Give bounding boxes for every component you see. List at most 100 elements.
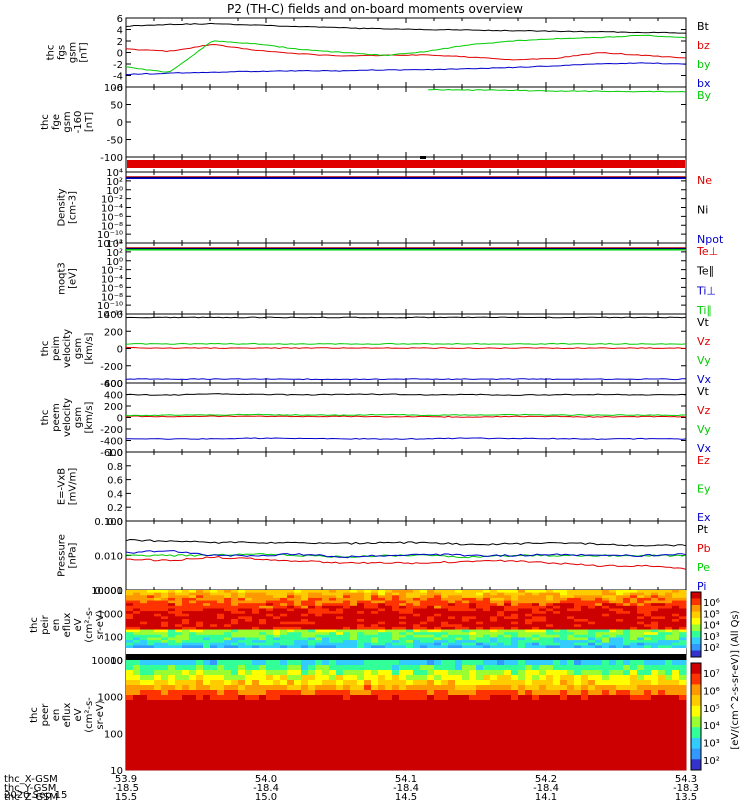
heatmap-cell (252, 685, 260, 691)
heatmap-cell (329, 597, 337, 601)
heatmap-cell (448, 621, 456, 625)
heatmap-cell (609, 600, 617, 604)
heatmap-cell (588, 675, 596, 681)
x-tick-label: 14.5 (395, 792, 417, 800)
heatmap-cell (385, 590, 393, 594)
heatmap-cell (679, 626, 687, 630)
heatmap-cell (420, 680, 428, 686)
heatmap-cell (175, 600, 183, 604)
heatmap-cell (581, 611, 589, 615)
heatmap-cell (392, 637, 400, 641)
heatmap-cell (336, 590, 344, 594)
heatmap-cell (245, 740, 253, 746)
heatmap-cell (133, 740, 141, 746)
heatmap-cell (238, 626, 246, 630)
heatmap-cell (280, 745, 288, 751)
heatmap-cell (140, 611, 148, 615)
heatmap-cell (448, 730, 456, 736)
heatmap-cell (532, 660, 540, 666)
heatmap-cell (434, 735, 442, 741)
heatmap-cell (658, 629, 666, 633)
heatmap-cell (637, 680, 645, 686)
heatmap-cell (210, 740, 218, 746)
heatmap-cell (665, 675, 673, 681)
heatmap-cell (525, 621, 533, 625)
heatmap-cell (168, 730, 176, 736)
heatmap-cell (644, 595, 652, 599)
heatmap-cell (504, 590, 512, 594)
heatmap-cell (504, 740, 512, 746)
heatmap-cell (637, 760, 645, 766)
heatmap-cell (329, 740, 337, 746)
heatmap-cell (364, 660, 372, 666)
series-line-bz (125, 43, 687, 61)
heatmap-cell (252, 660, 260, 666)
series-line-Vy (125, 413, 687, 417)
heatmap-cell (420, 613, 428, 617)
heatmap-cell (238, 750, 246, 756)
heatmap-cell (644, 621, 652, 625)
heatmap-cell (434, 629, 442, 633)
heatmap-cell (343, 690, 351, 696)
heatmap-cell (616, 755, 624, 761)
heatmap-cell (644, 603, 652, 607)
heatmap-cell (511, 616, 519, 620)
heatmap-cell (147, 755, 155, 761)
heatmap-cell (371, 608, 379, 612)
heatmap-cell (546, 755, 554, 761)
heatmap-cell (301, 632, 309, 636)
heatmap-cell (140, 613, 148, 617)
heatmap-cell (322, 675, 330, 681)
heatmap-cell (175, 700, 183, 706)
heatmap-cell (567, 616, 575, 620)
heatmap-cell (182, 710, 190, 716)
heatmap-cell (630, 603, 638, 607)
heatmap-cell (182, 590, 190, 594)
heatmap-cell (140, 645, 148, 649)
heatmap-cell (378, 626, 386, 630)
heatmap-cell (147, 715, 155, 721)
heatmap-cell (329, 634, 337, 638)
heatmap-cell (574, 720, 582, 726)
heatmap-cell (427, 665, 435, 671)
heatmap-cell (140, 690, 148, 696)
heatmap-cell (630, 600, 638, 604)
heatmap-cell (623, 608, 631, 612)
heatmap-cell (553, 590, 561, 594)
heatmap-cell (399, 629, 407, 633)
heatmap-cell (651, 637, 659, 641)
y-axis-label: en (51, 709, 62, 722)
heatmap-cell (203, 720, 211, 726)
heatmap-cell (483, 605, 491, 609)
heatmap-cell (203, 624, 211, 628)
heatmap-cell (133, 725, 141, 731)
heatmap-cell (420, 750, 428, 756)
heatmap-cell (420, 616, 428, 620)
heatmap-cell (399, 634, 407, 638)
legend-bz: bz (697, 39, 710, 52)
heatmap-cell (308, 680, 316, 686)
heatmap-cell (455, 619, 463, 623)
heatmap-cell (525, 760, 533, 766)
heatmap-cell (616, 632, 624, 636)
heatmap-cell (322, 642, 330, 646)
heatmap-cell (399, 590, 407, 594)
heatmap-cell (406, 642, 414, 646)
heatmap-cell (497, 632, 505, 636)
heatmap-cell (175, 745, 183, 751)
heatmap-cell (329, 611, 337, 615)
heatmap-cell (658, 626, 666, 630)
heatmap-cell (679, 624, 687, 628)
heatmap-cell (161, 634, 169, 638)
heatmap-cell (385, 755, 393, 761)
heatmap-cell (567, 642, 575, 646)
heatmap-cell (217, 603, 225, 607)
heatmap-cell (630, 592, 638, 596)
heatmap-cell (238, 710, 246, 716)
heatmap-cell (658, 600, 666, 604)
heatmap-cell (392, 710, 400, 716)
heatmap-cell (476, 624, 484, 628)
heatmap-cell (385, 629, 393, 633)
heatmap-cell (140, 665, 148, 671)
heatmap-cell (574, 745, 582, 751)
